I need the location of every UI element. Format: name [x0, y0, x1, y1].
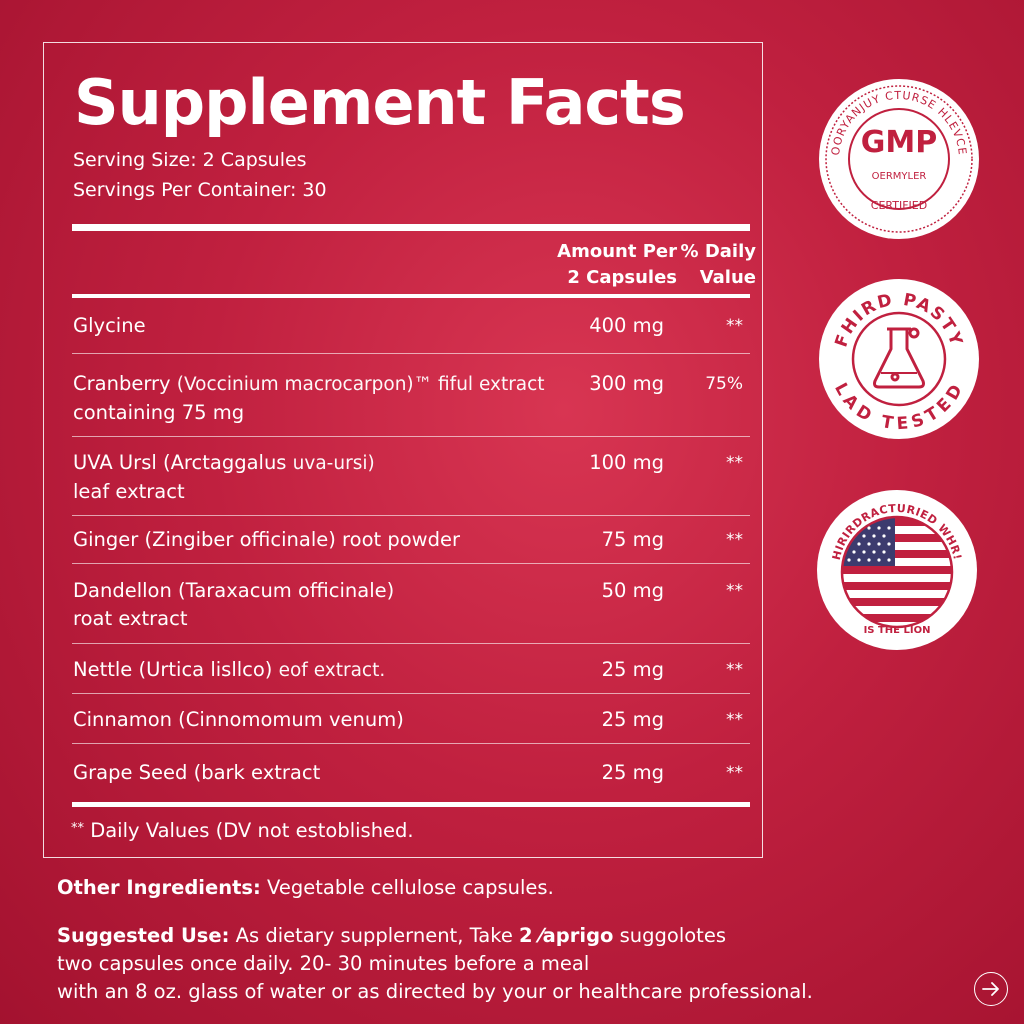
- supplement-facts-panel: Supplement Facts Serving Size: 2 Capsule…: [43, 42, 763, 858]
- thick-rule-mid: [72, 294, 750, 298]
- thick-rule-bottom: [72, 802, 750, 807]
- next-arrow-button[interactable]: [974, 972, 1008, 1006]
- arrow-right-icon: [982, 982, 999, 996]
- nutrient-name: Dandellon (Taraxacum officinale) roat ex…: [73, 579, 395, 630]
- row-divider: [72, 693, 750, 694]
- nutrient-amount: 400 mg: [589, 314, 664, 337]
- row-divider: [72, 515, 750, 516]
- nutrient-name: Cranberry (Voccinium macrocarpon)™ fiful…: [73, 372, 545, 424]
- thick-rule-top: [72, 224, 750, 231]
- nutrient-name: Cinnamon (Cinnomomum venum): [73, 708, 404, 731]
- other-ingredients: Other Ingredients: Vegetable cellulose c…: [57, 874, 554, 902]
- nutrient-amount: 100 mg: [589, 451, 664, 474]
- flask-icon: [873, 327, 925, 389]
- usa-bottom-text: IS THE LION: [864, 625, 931, 636]
- suggested-use-label: Suggested Use:: [57, 924, 230, 947]
- gmp-center-text: GMP: [861, 125, 937, 160]
- suggested-use-text-b: suggolotes: [613, 924, 726, 947]
- header-amount: Amount Per 2 Capsules: [557, 239, 677, 291]
- nutrient-amount: 25 mg: [601, 708, 664, 731]
- nutrient-amount: 25 mg: [601, 761, 664, 784]
- header-daily-value: % Daily Value: [681, 239, 756, 291]
- row-divider: [72, 353, 750, 354]
- nutrient-dv: **: [726, 316, 743, 336]
- suggested-use-line3: with an 8 oz. glass of water or as direc…: [57, 980, 813, 1003]
- suggested-use: Suggested Use: As dietary supplernent, T…: [57, 922, 813, 1006]
- nutrient-dv: **: [726, 710, 743, 730]
- gmp-sub-text: OERMYLER: [872, 171, 927, 182]
- row-divider: [72, 743, 750, 744]
- nutrient-name: UVA Ursl (Arctaggalus uva-ursi) leaf ext…: [73, 451, 375, 503]
- header-amount-line1: Amount Per: [557, 241, 677, 262]
- footnote-mark: **: [71, 821, 84, 836]
- daily-value-footnote: ** Daily Values (DV not estoblished.: [71, 819, 414, 842]
- row-divider: [72, 436, 750, 437]
- lab-tested-badge: FHIRD PASTY LAD TESTED: [817, 277, 981, 441]
- row-divider: [72, 563, 750, 564]
- usa-seal-icon: HIRIRDRACTURIED WHR! IS THE LION: [817, 490, 977, 650]
- nutrient-amount: 75 mg: [601, 528, 664, 551]
- nutrient-name: Ginger (Zingiber officinale) root powder: [73, 528, 461, 551]
- row-divider: [72, 643, 750, 644]
- us-flag-icon: [842, 518, 952, 627]
- nutrient-name: Grape Seed (bark extract: [73, 761, 321, 784]
- suggested-use-bold: 2 ⁄aprigo: [519, 924, 614, 947]
- suggested-use-line2: two capsules once daily. 20- 30 minutes …: [57, 952, 590, 975]
- servings-per-container: Servings Per Container: 30: [73, 179, 327, 201]
- panel-title: Supplement Facts: [74, 66, 686, 139]
- other-ingredients-label: Other Ingredients:: [57, 876, 261, 899]
- made-in-usa-badge: HIRIRDRACTURIED WHR! IS THE LION: [815, 488, 979, 652]
- nutrient-name: Nettle (Urtica lisllco) eof extract.: [73, 658, 386, 681]
- suggested-use-text: As dietary supplernent, Take: [229, 924, 520, 947]
- header-dv-line2: Value: [699, 267, 756, 288]
- lab-seal-icon: FHIRD PASTY LAD TESTED: [819, 279, 979, 439]
- nutrient-dv: 75%: [705, 374, 743, 394]
- header-dv-line1: % Daily: [680, 241, 756, 262]
- nutrient-name: Glycine: [73, 314, 146, 337]
- gmp-certified-badge: EOORYANJUY CTURSE HLEVCES GMP OERMYLER C…: [813, 67, 981, 241]
- gmp-bottom-text: CERTIFIED: [871, 199, 927, 212]
- nutrient-amount: 50 mg: [601, 579, 664, 602]
- other-ingredients-text: Vegetable cellulose capsules.: [260, 876, 554, 899]
- serving-size: Serving Size: 2 Capsules: [73, 149, 307, 171]
- nutrient-dv: **: [726, 660, 743, 680]
- nutrient-amount: 300 mg: [589, 372, 664, 395]
- nutrient-dv: **: [726, 453, 743, 473]
- nutrient-dv: **: [726, 763, 743, 783]
- nutrient-dv: **: [726, 581, 743, 601]
- footnote-text: Daily Values (DV not estoblished.: [84, 819, 414, 842]
- gmp-seal-icon: EOORYANJUY CTURSE HLEVCES GMP OERMYLER C…: [813, 67, 979, 239]
- header-amount-line2: 2 Capsules: [567, 267, 677, 288]
- nutrient-dv: **: [726, 530, 743, 550]
- nutrient-amount: 25 mg: [601, 658, 664, 681]
